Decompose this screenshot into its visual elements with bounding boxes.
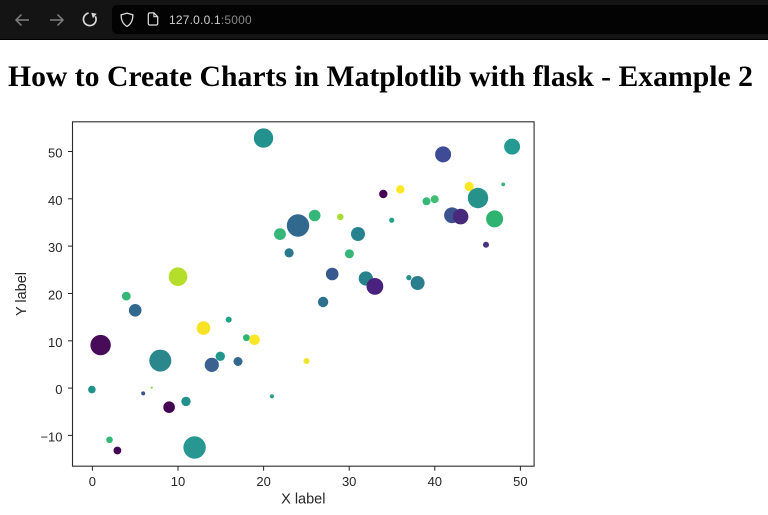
svg-text:10: 10	[48, 335, 62, 350]
svg-text:20: 20	[256, 474, 270, 489]
svg-text:0: 0	[55, 382, 62, 397]
svg-text:−10: −10	[40, 429, 62, 444]
svg-text:X label: X label	[281, 492, 325, 508]
svg-text:50: 50	[513, 474, 527, 489]
svg-text:30: 30	[48, 240, 62, 255]
svg-text:40: 40	[428, 474, 442, 489]
svg-text:40: 40	[48, 193, 62, 208]
svg-text:0: 0	[89, 474, 96, 489]
svg-text:20: 20	[48, 288, 62, 303]
svg-text:10: 10	[171, 474, 185, 489]
svg-text:50: 50	[48, 146, 62, 161]
svg-text:Y label: Y label	[14, 272, 30, 316]
svg-text:30: 30	[342, 474, 356, 489]
